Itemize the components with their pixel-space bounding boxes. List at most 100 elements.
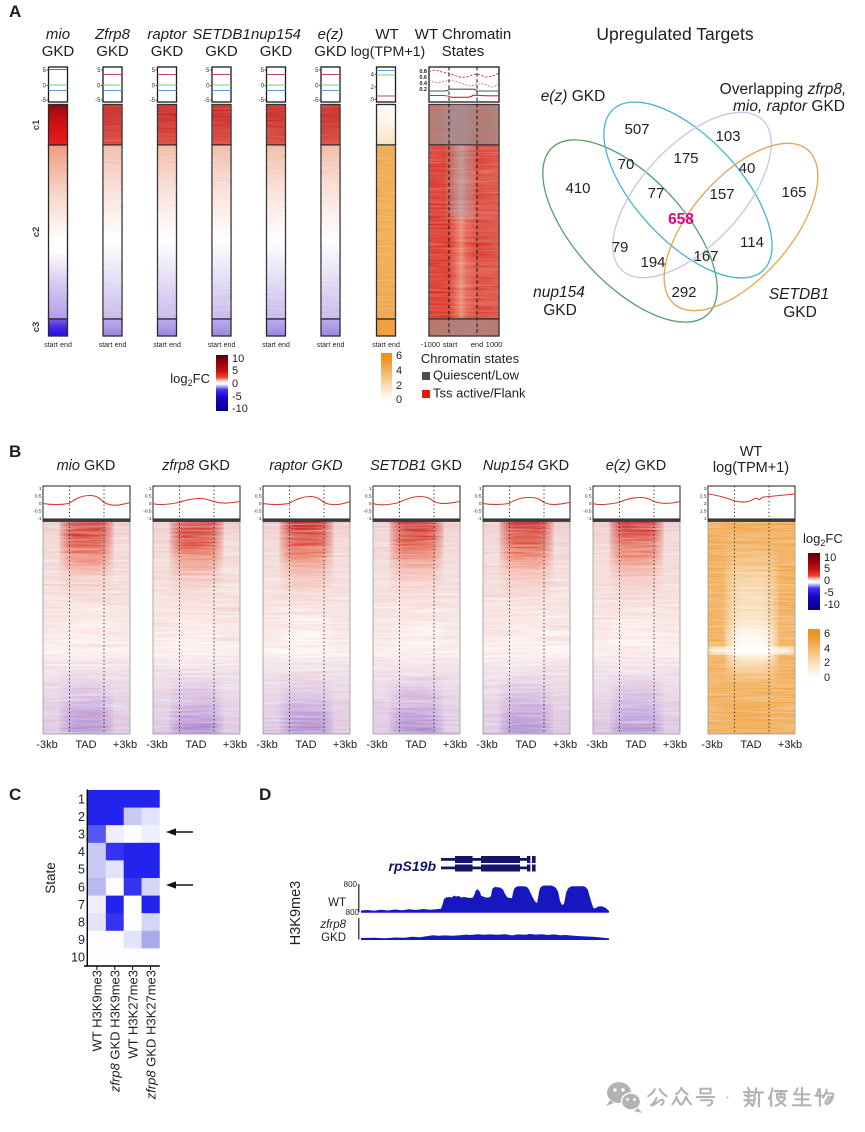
svg-text:GKD: GKD [314, 43, 347, 60]
svg-text:10: 10 [71, 951, 85, 965]
svg-text:0: 0 [206, 84, 210, 90]
svg-text:0: 0 [396, 394, 402, 406]
svg-text:0: 0 [97, 84, 101, 90]
svg-text:start: start [372, 342, 386, 349]
svg-text:0: 0 [232, 378, 238, 390]
svg-text:8: 8 [78, 916, 85, 930]
svg-text:+3kb: +3kb [663, 739, 687, 751]
svg-text:0: 0 [152, 84, 156, 90]
svg-text:WT: WT [740, 444, 763, 460]
svg-text:0: 0 [39, 501, 42, 507]
svg-text:0: 0 [315, 84, 319, 90]
svg-text:0: 0 [43, 84, 47, 90]
svg-text:H3K9me3: H3K9me3 [288, 881, 304, 945]
svg-text:5: 5 [261, 68, 265, 74]
svg-text:0: 0 [479, 501, 482, 507]
svg-text:167: 167 [693, 248, 718, 265]
svg-text:start: start [208, 342, 222, 349]
svg-text:3: 3 [78, 828, 85, 842]
svg-text:end: end [333, 342, 345, 349]
svg-text:2: 2 [396, 380, 402, 392]
svg-text:5: 5 [152, 68, 156, 74]
svg-text:WT H3K9me3: WT H3K9me3 [90, 970, 105, 1051]
svg-text:log2FC: log2FC [170, 371, 210, 388]
svg-text:5: 5 [97, 68, 101, 74]
svg-text:10: 10 [232, 353, 244, 365]
svg-text:nup154: nup154 [533, 284, 585, 301]
svg-text:e(z): e(z) [318, 26, 344, 43]
svg-text:-3kb: -3kb [146, 739, 167, 751]
svg-text:end: end [224, 342, 236, 349]
svg-text:log(TPM+1): log(TPM+1) [713, 460, 789, 476]
svg-text:+3kb: +3kb [333, 739, 357, 751]
svg-text:0.5: 0.5 [145, 494, 152, 500]
svg-text:40: 40 [739, 160, 756, 177]
svg-text:raptor: raptor [147, 26, 187, 43]
svg-text:-3kb: -3kb [701, 739, 722, 751]
svg-text:6: 6 [396, 350, 402, 362]
svg-text:c1: c1 [31, 119, 42, 130]
svg-text:-3kb: -3kb [586, 739, 607, 751]
svg-text:800: 800 [344, 880, 358, 889]
svg-text:+3kb: +3kb [553, 739, 577, 751]
svg-text:1: 1 [78, 792, 85, 806]
svg-text:0: 0 [149, 501, 152, 507]
svg-text:WT: WT [328, 897, 346, 909]
svg-text:-0.5: -0.5 [143, 509, 152, 515]
svg-text:2: 2 [824, 657, 830, 669]
svg-text:800: 800 [346, 908, 360, 917]
svg-text:5: 5 [206, 68, 210, 74]
svg-text:GKD: GKD [151, 43, 184, 60]
svg-text:Quiescent/Low: Quiescent/Low [433, 368, 520, 383]
svg-text:-3kb: -3kb [366, 739, 387, 751]
svg-text:1: 1 [369, 486, 372, 492]
svg-text:410: 410 [565, 180, 590, 197]
svg-text:start: start [443, 340, 459, 349]
svg-text:0.5: 0.5 [585, 494, 592, 500]
svg-text:GKD: GKD [205, 43, 238, 60]
svg-text:-1: -1 [477, 516, 482, 522]
svg-text:GKD: GKD [783, 304, 817, 321]
svg-text:1: 1 [149, 486, 152, 492]
svg-text:10: 10 [824, 552, 836, 564]
svg-text:-0.5: -0.5 [253, 509, 262, 515]
svg-text:end: end [115, 342, 127, 349]
svg-text:658: 658 [668, 211, 694, 228]
svg-text:-10: -10 [232, 403, 248, 415]
svg-text:TAD: TAD [185, 739, 206, 751]
svg-text:-1: -1 [587, 516, 592, 522]
svg-text:C: C [9, 785, 21, 804]
svg-text:-3kb: -3kb [256, 739, 277, 751]
svg-text:-1000: -1000 [421, 340, 440, 349]
svg-text:5: 5 [824, 563, 830, 575]
svg-text:0.8: 0.8 [419, 69, 427, 75]
svg-text:log(TPM+1): log(TPM+1) [351, 44, 426, 60]
svg-text:292: 292 [671, 284, 696, 301]
svg-text:2: 2 [78, 810, 85, 824]
svg-text:end: end [388, 342, 400, 349]
svg-text:-5: -5 [232, 391, 242, 403]
svg-text:-5: -5 [150, 98, 156, 104]
svg-text:e(z) GKD: e(z) GKD [606, 458, 666, 474]
svg-text:103: 103 [715, 128, 740, 145]
svg-text:70: 70 [618, 156, 635, 173]
svg-text:GKD: GKD [543, 302, 577, 319]
svg-text:1: 1 [704, 516, 707, 522]
svg-text:zfrp8 GKD H3K27me3: zfrp8 GKD H3K27me3 [144, 970, 159, 1100]
svg-text:-10: -10 [824, 599, 840, 611]
svg-text:TAD: TAD [295, 739, 316, 751]
svg-text:c2: c2 [31, 227, 42, 238]
svg-text:0.5: 0.5 [475, 494, 482, 500]
svg-text:mio GKD: mio GKD [57, 458, 116, 474]
svg-text:0.6: 0.6 [419, 75, 427, 81]
svg-text:194: 194 [640, 254, 665, 271]
svg-text:Overlapping zfrp8,: Overlapping zfrp8, [720, 81, 847, 98]
svg-text:Upregulated Targets: Upregulated Targets [596, 24, 754, 44]
svg-text:175: 175 [673, 150, 698, 167]
svg-text:1: 1 [479, 486, 482, 492]
svg-text:0: 0 [589, 501, 592, 507]
svg-text:-1: -1 [367, 516, 372, 522]
svg-text:end: end [278, 342, 290, 349]
svg-text:-1: -1 [37, 516, 42, 522]
svg-text:0.5: 0.5 [35, 494, 42, 500]
